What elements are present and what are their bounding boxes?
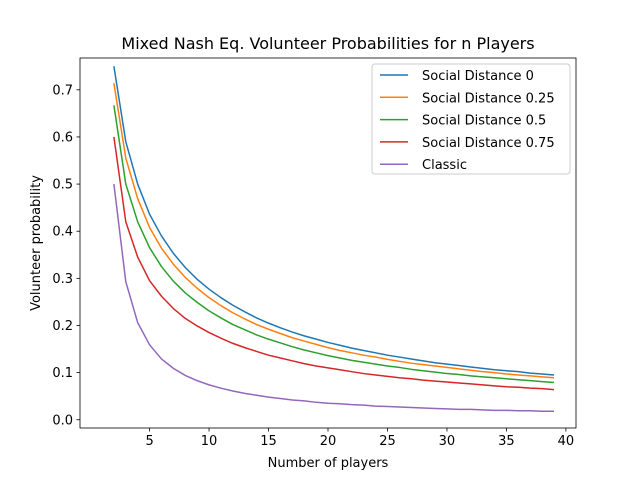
legend-label-4: Classic (422, 158, 467, 173)
series-line-4 (113, 183, 554, 413)
series-line-2 (113, 105, 555, 384)
legend-label-1: Social Distance 0.25 (422, 91, 555, 106)
x-tick-label: 40 (558, 434, 575, 449)
x-tick-label: 10 (201, 434, 218, 449)
y-tick-label: 0.5 (52, 178, 73, 193)
series-line-0 (113, 66, 555, 376)
y-tick-label: 0.3 (52, 272, 73, 287)
y-tick-label: 0.2 (52, 319, 73, 334)
x-tick-label: 30 (439, 434, 456, 449)
x-axis-label: Number of players (268, 456, 389, 471)
x-tick-label: 15 (260, 434, 277, 449)
legend-label-2: Social Distance 0.5 (422, 114, 546, 129)
y-axis-label: Volunteer probability (29, 175, 44, 311)
legend-label-0: Social Distance 0 (422, 69, 534, 84)
chart-title: Mixed Nash Eq. Volunteer Probabilities f… (121, 34, 534, 53)
x-tick-label: 25 (379, 434, 396, 449)
x-tick-label: 5 (145, 434, 153, 449)
y-tick-label: 0.7 (52, 83, 73, 98)
y-tick-label: 0.6 (52, 130, 73, 145)
legend-box (371, 63, 571, 175)
x-tick-label: 20 (320, 434, 337, 449)
legend-label-3: Social Distance 0.75 (422, 136, 555, 151)
series-line-3 (113, 136, 555, 391)
y-tick-label: 0.1 (52, 366, 73, 381)
series-line-1 (113, 83, 555, 379)
y-tick-label: 0.0 (52, 413, 73, 428)
x-tick-label: 35 (498, 434, 515, 449)
y-tick-label: 0.4 (52, 225, 73, 240)
